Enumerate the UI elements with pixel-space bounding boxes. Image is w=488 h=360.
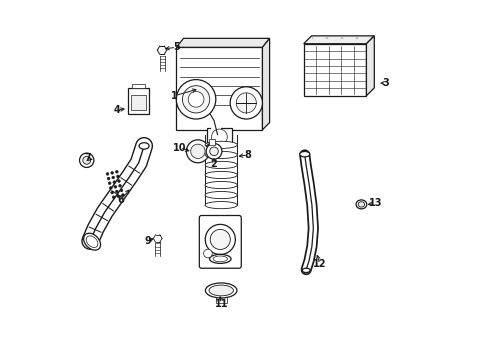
Bar — [131, 84, 145, 88]
Circle shape — [117, 180, 120, 183]
Circle shape — [115, 170, 118, 173]
Circle shape — [80, 153, 94, 167]
Text: 10: 10 — [173, 143, 186, 153]
Circle shape — [120, 189, 122, 192]
Circle shape — [121, 194, 124, 197]
Bar — [303, 44, 366, 96]
Circle shape — [112, 176, 115, 179]
Circle shape — [108, 182, 111, 185]
Text: 7: 7 — [84, 153, 91, 163]
Text: 12: 12 — [312, 259, 326, 269]
Polygon shape — [176, 39, 269, 47]
Circle shape — [110, 171, 113, 174]
Polygon shape — [262, 39, 269, 130]
Text: 8: 8 — [244, 150, 251, 160]
Ellipse shape — [204, 202, 237, 209]
Bar — [215, 297, 226, 303]
Ellipse shape — [357, 202, 364, 207]
Ellipse shape — [204, 141, 237, 148]
Ellipse shape — [204, 181, 237, 189]
Ellipse shape — [86, 236, 98, 248]
Circle shape — [107, 177, 110, 180]
Bar — [206, 128, 231, 146]
Ellipse shape — [205, 283, 237, 298]
Circle shape — [115, 190, 118, 193]
Circle shape — [114, 185, 117, 188]
Circle shape — [205, 224, 235, 255]
Bar — [176, 47, 262, 130]
Text: 3: 3 — [382, 78, 389, 88]
Circle shape — [82, 156, 90, 164]
Ellipse shape — [139, 143, 149, 149]
Circle shape — [109, 186, 112, 189]
Ellipse shape — [299, 152, 309, 157]
Text: 6: 6 — [117, 195, 124, 205]
Circle shape — [116, 175, 119, 178]
Circle shape — [230, 87, 262, 119]
Circle shape — [110, 191, 113, 194]
FancyBboxPatch shape — [199, 216, 241, 268]
Circle shape — [119, 184, 121, 187]
Circle shape — [236, 93, 256, 113]
Circle shape — [206, 143, 222, 159]
Circle shape — [209, 147, 218, 156]
Text: 9: 9 — [144, 236, 151, 246]
Bar — [208, 139, 215, 145]
Circle shape — [203, 249, 212, 258]
Circle shape — [190, 144, 204, 158]
Circle shape — [211, 129, 227, 145]
Text: 4: 4 — [114, 105, 121, 115]
Circle shape — [210, 229, 230, 249]
Bar — [131, 95, 145, 110]
Text: 5: 5 — [173, 42, 180, 52]
Ellipse shape — [209, 255, 230, 264]
Text: 1: 1 — [171, 91, 178, 101]
Circle shape — [188, 91, 203, 107]
Polygon shape — [366, 36, 373, 96]
Ellipse shape — [302, 268, 309, 273]
Text: 13: 13 — [368, 198, 381, 208]
Ellipse shape — [204, 151, 237, 158]
Ellipse shape — [204, 161, 237, 168]
Text: 11: 11 — [214, 299, 227, 309]
Polygon shape — [303, 36, 373, 44]
Circle shape — [182, 86, 209, 113]
Ellipse shape — [204, 192, 237, 199]
Circle shape — [106, 172, 109, 175]
Ellipse shape — [208, 285, 233, 296]
Ellipse shape — [83, 233, 101, 250]
Ellipse shape — [204, 171, 237, 179]
Circle shape — [176, 80, 215, 119]
Circle shape — [186, 140, 209, 163]
Ellipse shape — [213, 256, 227, 262]
Circle shape — [112, 196, 115, 199]
Circle shape — [113, 181, 116, 184]
Ellipse shape — [355, 200, 366, 209]
Text: 2: 2 — [210, 159, 217, 169]
Circle shape — [117, 195, 120, 198]
Bar — [128, 88, 148, 114]
